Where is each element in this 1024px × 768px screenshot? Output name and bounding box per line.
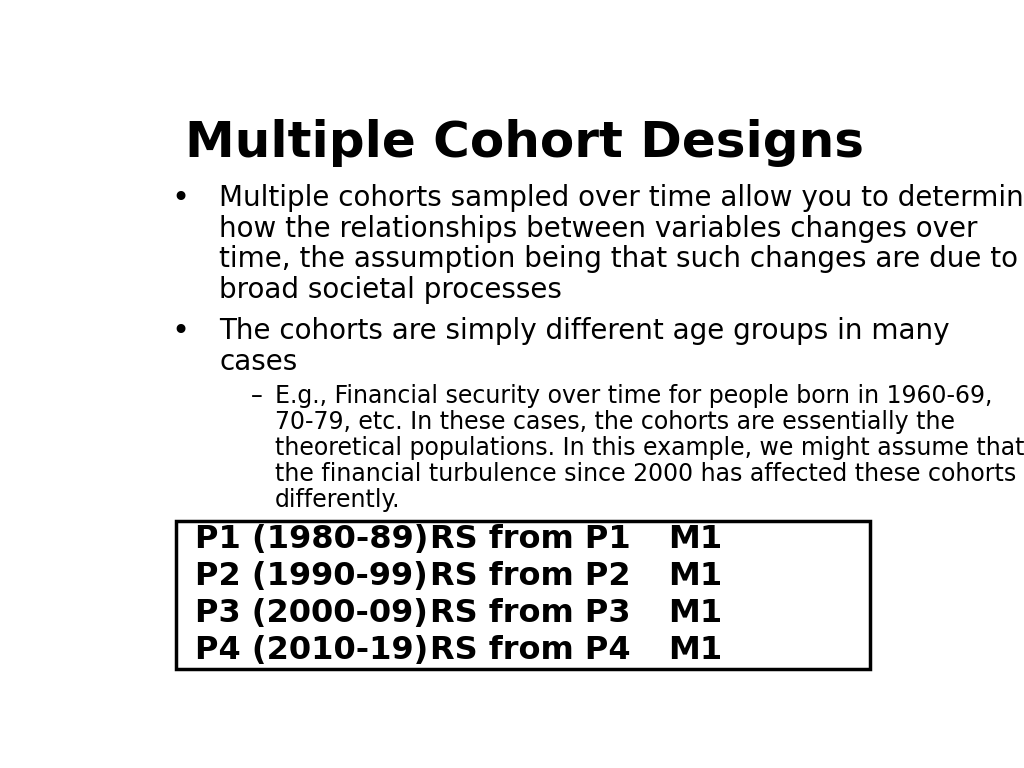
- Text: Multiple Cohort Designs: Multiple Cohort Designs: [185, 119, 864, 167]
- Text: M1: M1: [668, 561, 722, 592]
- Text: differently.: differently.: [274, 488, 400, 511]
- Text: •: •: [172, 317, 189, 346]
- Text: P3 (2000-09): P3 (2000-09): [196, 598, 428, 629]
- Text: The cohorts are simply different age groups in many: The cohorts are simply different age gro…: [219, 317, 950, 346]
- Text: time, the assumption being that such changes are due to: time, the assumption being that such cha…: [219, 245, 1018, 273]
- Text: 70-79, etc. In these cases, the cohorts are essentially the: 70-79, etc. In these cases, the cohorts …: [274, 409, 954, 434]
- Text: how the relationships between variables changes over: how the relationships between variables …: [219, 214, 978, 243]
- Text: RS from P3: RS from P3: [430, 598, 630, 629]
- Text: RS from P4: RS from P4: [430, 635, 630, 666]
- Text: theoretical populations. In this example, we might assume that: theoretical populations. In this example…: [274, 435, 1024, 460]
- Text: broad societal processes: broad societal processes: [219, 276, 562, 304]
- Text: RS from P1: RS from P1: [430, 524, 631, 554]
- Text: Multiple cohorts sampled over time allow you to determine: Multiple cohorts sampled over time allow…: [219, 184, 1024, 212]
- Text: M1: M1: [668, 598, 722, 629]
- FancyBboxPatch shape: [176, 521, 870, 669]
- Text: M1: M1: [668, 635, 722, 666]
- Text: P2 (1990-99): P2 (1990-99): [196, 561, 428, 592]
- Text: E.g., Financial security over time for people born in 1960-69,: E.g., Financial security over time for p…: [274, 384, 992, 408]
- Text: –: –: [251, 384, 263, 408]
- Text: RS from P2: RS from P2: [430, 561, 630, 592]
- Text: M1: M1: [668, 524, 722, 554]
- Text: P4 (2010-19): P4 (2010-19): [196, 635, 429, 666]
- Text: •: •: [172, 184, 189, 213]
- Text: the financial turbulence since 2000 has affected these cohorts: the financial turbulence since 2000 has …: [274, 462, 1016, 486]
- Text: cases: cases: [219, 348, 298, 376]
- Text: P1 (1980-89): P1 (1980-89): [196, 524, 429, 554]
